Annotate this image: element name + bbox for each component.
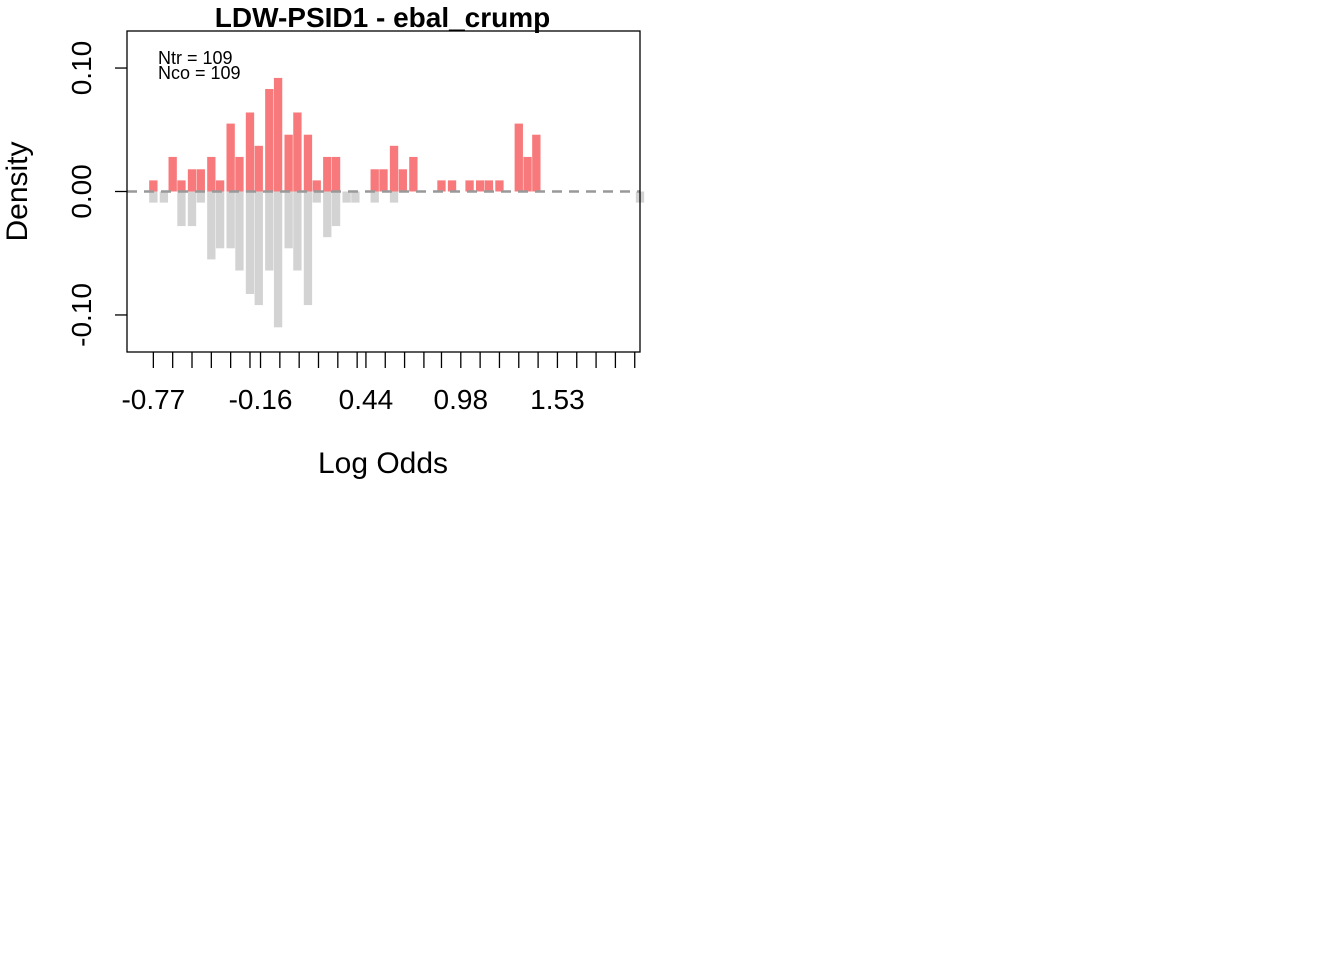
treated-bar [514,123,523,192]
control-bar [226,191,235,249]
control-bar [215,191,225,249]
treated-bar [323,156,332,192]
x-axis: -0.77 -0.16 0.44 0.98 1.53 [121,352,636,415]
y-tick-label: 0.00 [66,164,97,219]
treated-bar [370,169,379,192]
control-bar [303,191,313,306]
treated-bar [523,156,532,192]
control-bar [235,191,244,271]
control-bar [342,191,351,203]
treated-bar [303,134,313,192]
treated-bar [254,145,263,192]
treated-bar [389,145,399,192]
control-bar [196,191,205,203]
x-tick-label: 1.53 [530,384,585,415]
x-axis-label: Log Odds [318,447,448,480]
control-bar [254,191,263,306]
x-tick-label: -0.16 [229,384,293,415]
treated-bar [532,134,541,192]
treated-bar [465,180,474,192]
treated-bar [245,112,255,192]
treated-bar [293,112,302,192]
x-tick-label: -0.77 [121,384,185,415]
treated-bar [168,156,177,192]
treated-bar [398,169,407,192]
control-bar [389,191,399,203]
control-bar [149,191,158,203]
treated-bar [331,156,341,192]
y-axis-label: Density [1,141,34,241]
treated-bar [235,156,244,192]
control-bar [207,191,216,260]
control-bar [293,191,302,271]
treated-bar [265,89,274,192]
control-bar [265,191,274,271]
control-bar [284,191,293,249]
treated-bar [437,180,446,192]
treated-bar [149,180,158,192]
control-bar [187,191,197,227]
treated-bar [273,77,283,192]
y-tick-label: 0.10 [66,41,97,96]
treated-bar [495,180,504,192]
treated-bar [215,180,225,192]
treated-bar [484,180,494,192]
control-bar [370,191,379,203]
control-bar [312,191,321,203]
treated-bar [226,123,235,192]
control-bar [331,191,341,227]
treated-bar [447,180,457,192]
y-axis: -0.10 0.00 0.10 [66,41,127,347]
control-bar [351,191,360,203]
y-tick-label: -0.10 [66,283,97,347]
control-bar [159,191,169,203]
treated-bar [379,169,388,192]
x-tick-label: 0.44 [339,384,394,415]
x-tick-label: 0.98 [434,384,489,415]
treated-bar [207,156,216,192]
control-bar [177,191,186,227]
nco-annotation: Nco = 109 [158,63,241,83]
treated-bar [177,180,186,192]
control-bar [245,191,255,294]
treated-bar [284,134,293,192]
treated-bar [187,169,197,192]
treated-bar [475,180,485,192]
control-bar [273,191,283,328]
ntr-annotation: Ntr = 109 [158,48,233,68]
bars-layer [149,77,645,328]
treated-bar [312,180,321,192]
chart-title: LDW-PSID1 - ebal_crump [215,2,551,33]
control-bar [323,191,332,238]
treated-bar [196,169,205,192]
treated-bar [409,156,418,192]
